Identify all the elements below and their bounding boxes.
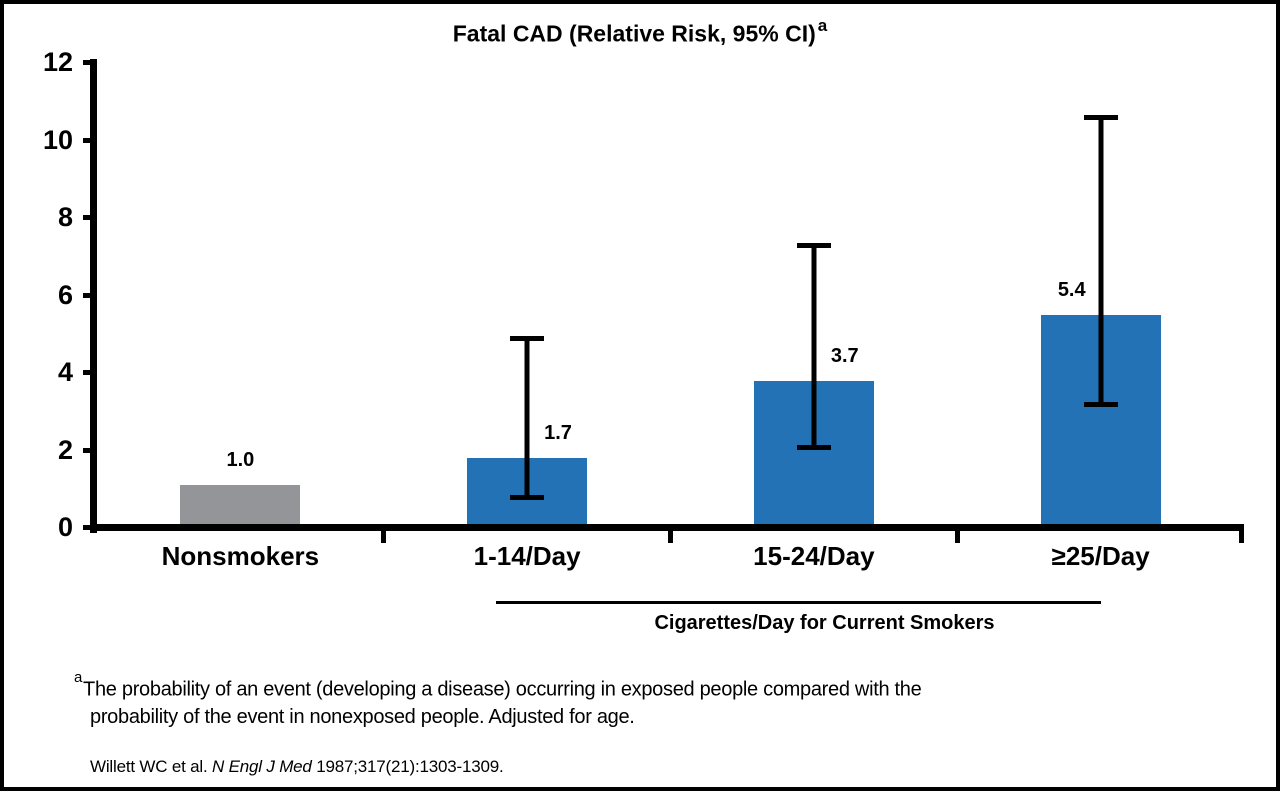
error-bar-cap: [510, 336, 545, 341]
x-axis-label: 1-14/Day: [473, 541, 581, 571]
x-axis-tick: [668, 530, 673, 543]
value-label: 5.4: [1057, 278, 1086, 301]
citation-authors: Willett WC et al.: [90, 757, 213, 776]
x-axis-labels: Nonsmokers 1-14/Day 15-24/Day ≥25/Day: [97, 541, 1244, 581]
bar-group: 1.7: [384, 59, 671, 524]
y-axis-tick: [83, 137, 97, 143]
x-axis-tick: [381, 530, 387, 543]
y-axis-label: 2: [57, 434, 73, 465]
chart-title: Fatal CAD (Relative Risk, 95% CI) a: [4, 16, 1276, 48]
y-axis-tick: [83, 525, 97, 530]
error-bar-cap: [796, 444, 831, 450]
y-axis-tick: [83, 292, 97, 298]
error-bar-cap: [510, 494, 545, 500]
chart-title-superscript: a: [817, 16, 828, 35]
y-axis-tick: [83, 447, 97, 453]
error-bar-cap: [796, 243, 831, 248]
bar-group: 5.4: [957, 59, 1244, 524]
y-axis-label: 4: [57, 357, 73, 387]
y-axis-labels: 0 2 4 6 8 10 12: [4, 47, 97, 542]
y-axis-label: 0: [57, 512, 73, 542]
x-axis-label: ≥25/Day: [1051, 541, 1150, 571]
chart-title-text: Fatal CAD (Relative Risk, 95% CI): [452, 20, 816, 47]
x-axis-label: Nonsmokers: [161, 541, 320, 571]
error-bar: [524, 338, 530, 497]
citation: Willett WC et al. N Engl J Med 1987;317(…: [90, 757, 504, 777]
y-axis-label: 6: [57, 279, 73, 310]
y-axis-tick: [83, 370, 97, 375]
y-axis-label: 8: [57, 202, 73, 232]
value-label: 1.0: [226, 449, 255, 472]
y-axis-label: 10: [42, 124, 73, 155]
y-axis-tick: [83, 60, 97, 65]
error-bar-cap: [1083, 115, 1118, 121]
bar-Nonsmokers: [180, 485, 301, 524]
x-axis-tick: [954, 530, 960, 543]
bar-group: 3.7: [671, 59, 958, 524]
x-axis-tick: [1239, 530, 1244, 543]
x-axis: [90, 524, 1244, 531]
citation-details: 1987;317(21):1303-1309.: [311, 757, 504, 776]
smokers-group-label: Cigarettes/Day for Current Smokers: [654, 612, 995, 634]
plot-area: 1.0 1.7 3.7 5.4: [97, 59, 1244, 543]
error-bar-cap: [1083, 401, 1118, 407]
citation-journal: N Engl J Med: [212, 757, 312, 776]
error-bar: [1098, 117, 1104, 404]
value-label: 3.7: [830, 344, 859, 367]
error-bar: [811, 245, 817, 447]
footnote-line2: probability of the event in nonexposed p…: [90, 705, 635, 728]
x-axis-label: 15-24/Day: [753, 541, 875, 571]
footnote-line1: The probability of an event (developing …: [83, 678, 922, 701]
footnote-marker: a: [74, 669, 83, 686]
y-axis-label: 12: [42, 47, 73, 77]
footnote: aThe probability of an event (developing…: [74, 669, 1134, 731]
y-axis-tick: [83, 215, 97, 220]
smokers-group-line: [496, 601, 1101, 604]
value-label: 1.7: [544, 422, 572, 445]
bar-group: 1.0: [97, 59, 384, 524]
